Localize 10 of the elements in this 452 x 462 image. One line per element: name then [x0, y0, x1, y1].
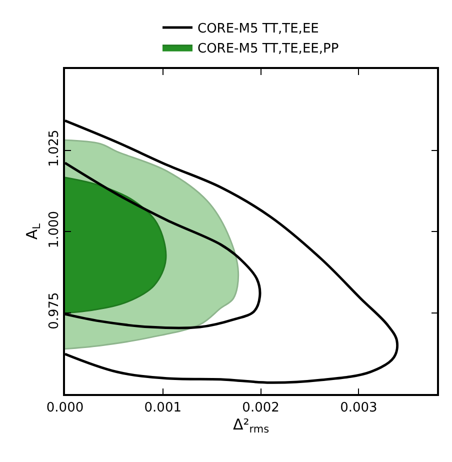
- y-tick-label: 1.025: [47, 130, 62, 167]
- x-tick-label: 0.003: [340, 400, 378, 416]
- legend-label: CORE-M5 TT,TE,EE,PP: [198, 41, 339, 56]
- y-tick-label: 0.975: [47, 292, 62, 330]
- x-tick-label: 0.001: [144, 400, 182, 416]
- x-tick-label: 0.000: [46, 400, 84, 416]
- x-tick-label: 0.002: [242, 400, 280, 416]
- y-tick-label: 1.000: [47, 210, 62, 248]
- legend-label: CORE-M5 TT,TE,EE: [198, 22, 319, 37]
- x-axis-title: Δ²$_{rms}$: [232, 415, 270, 436]
